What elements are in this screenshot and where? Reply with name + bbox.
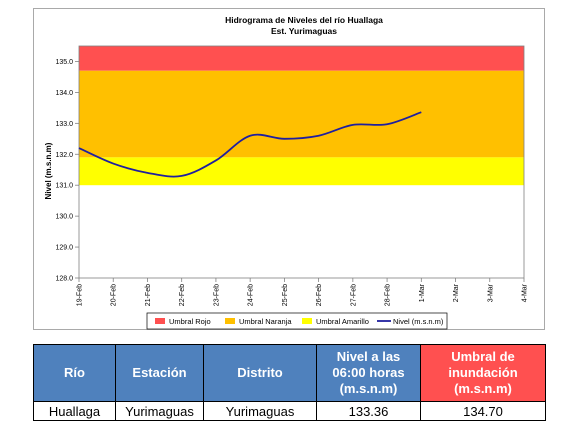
x-tick-label: 3-Mar	[487, 283, 494, 302]
y-tick-label: 131.0	[55, 183, 73, 190]
header-estacion: Estación	[115, 344, 204, 402]
x-tick-label: 4-Mar	[522, 283, 529, 302]
legend-swatch	[155, 318, 165, 324]
legend-swatch	[302, 318, 312, 324]
x-tick-label: 25-Feb	[282, 284, 289, 306]
y-tick-label: 133.0	[55, 121, 73, 128]
x-tick-label: 23-Feb	[213, 284, 220, 306]
x-tick-label: 21-Feb	[145, 284, 152, 306]
y-tick-label: 129.0	[55, 245, 73, 252]
legend-label: Umbral Amarillo	[316, 317, 369, 326]
table-header-row: Río Estación Distrito Nivel a las 06:00 …	[33, 344, 546, 402]
band-umbral-naranja	[79, 70, 524, 158]
chart-title: Hidrograma de Niveles del río Huallaga	[225, 15, 383, 25]
x-tick-label: 20-Feb	[111, 284, 118, 306]
y-tick-label: 132.0	[55, 152, 73, 159]
legend-label: Umbral Rojo	[169, 317, 211, 326]
legend-box	[146, 312, 448, 330]
legend-label: Umbral Naranja	[239, 317, 292, 326]
header-rio: Río	[33, 344, 116, 402]
plot-area-border	[78, 45, 525, 279]
cell-umbral: 134.70	[420, 401, 546, 421]
header-distrito: Distrito	[203, 344, 317, 402]
chart-subtitle: Est. Yurimaguas	[271, 26, 337, 36]
header-umbral: Umbral de inundación (m.s.n.m)	[420, 344, 546, 402]
band-umbral-rojo	[79, 46, 524, 71]
cell-rio: Huallaga	[33, 401, 116, 421]
x-tick-label: 26-Feb	[316, 284, 323, 306]
legend-label: Nivel (m.s.n.m)	[393, 317, 444, 326]
y-tick-label: 130.0	[55, 214, 73, 221]
y-axis-label: Nivel (m.s.n.m)	[44, 142, 53, 199]
y-tick-label: 134.0	[55, 90, 73, 97]
band-umbral-amarillo	[79, 157, 524, 186]
cell-distrito: Yurimaguas	[203, 401, 317, 421]
x-tick-label: 19-Feb	[77, 284, 84, 306]
x-tick-label: 1-Mar	[419, 283, 426, 302]
summary-table: Río Estación Distrito Nivel a las 06:00 …	[33, 344, 546, 421]
y-tick-label: 135.0	[55, 59, 73, 66]
x-tick-label: 27-Feb	[350, 284, 357, 306]
x-tick-label: 2-Mar	[453, 283, 460, 302]
header-nivel: Nivel a las 06:00 horas (m.s.n.m)	[316, 344, 421, 402]
y-tick-label: 128.0	[55, 276, 73, 283]
x-tick-label: 22-Feb	[179, 284, 186, 306]
x-tick-label: 24-Feb	[248, 284, 255, 306]
x-tick-label: 28-Feb	[385, 284, 392, 306]
legend-swatch	[225, 318, 235, 324]
hydrograph-chart: Hidrograma de Niveles del río Huallaga E…	[44, 15, 529, 330]
chart-frame: Hidrograma de Niveles del río Huallaga E…	[33, 8, 545, 330]
cell-estacion: Yurimaguas	[115, 401, 204, 421]
table-row: Huallaga Yurimaguas Yurimaguas 133.36 13…	[33, 401, 546, 421]
cell-nivel: 133.36	[316, 401, 421, 421]
